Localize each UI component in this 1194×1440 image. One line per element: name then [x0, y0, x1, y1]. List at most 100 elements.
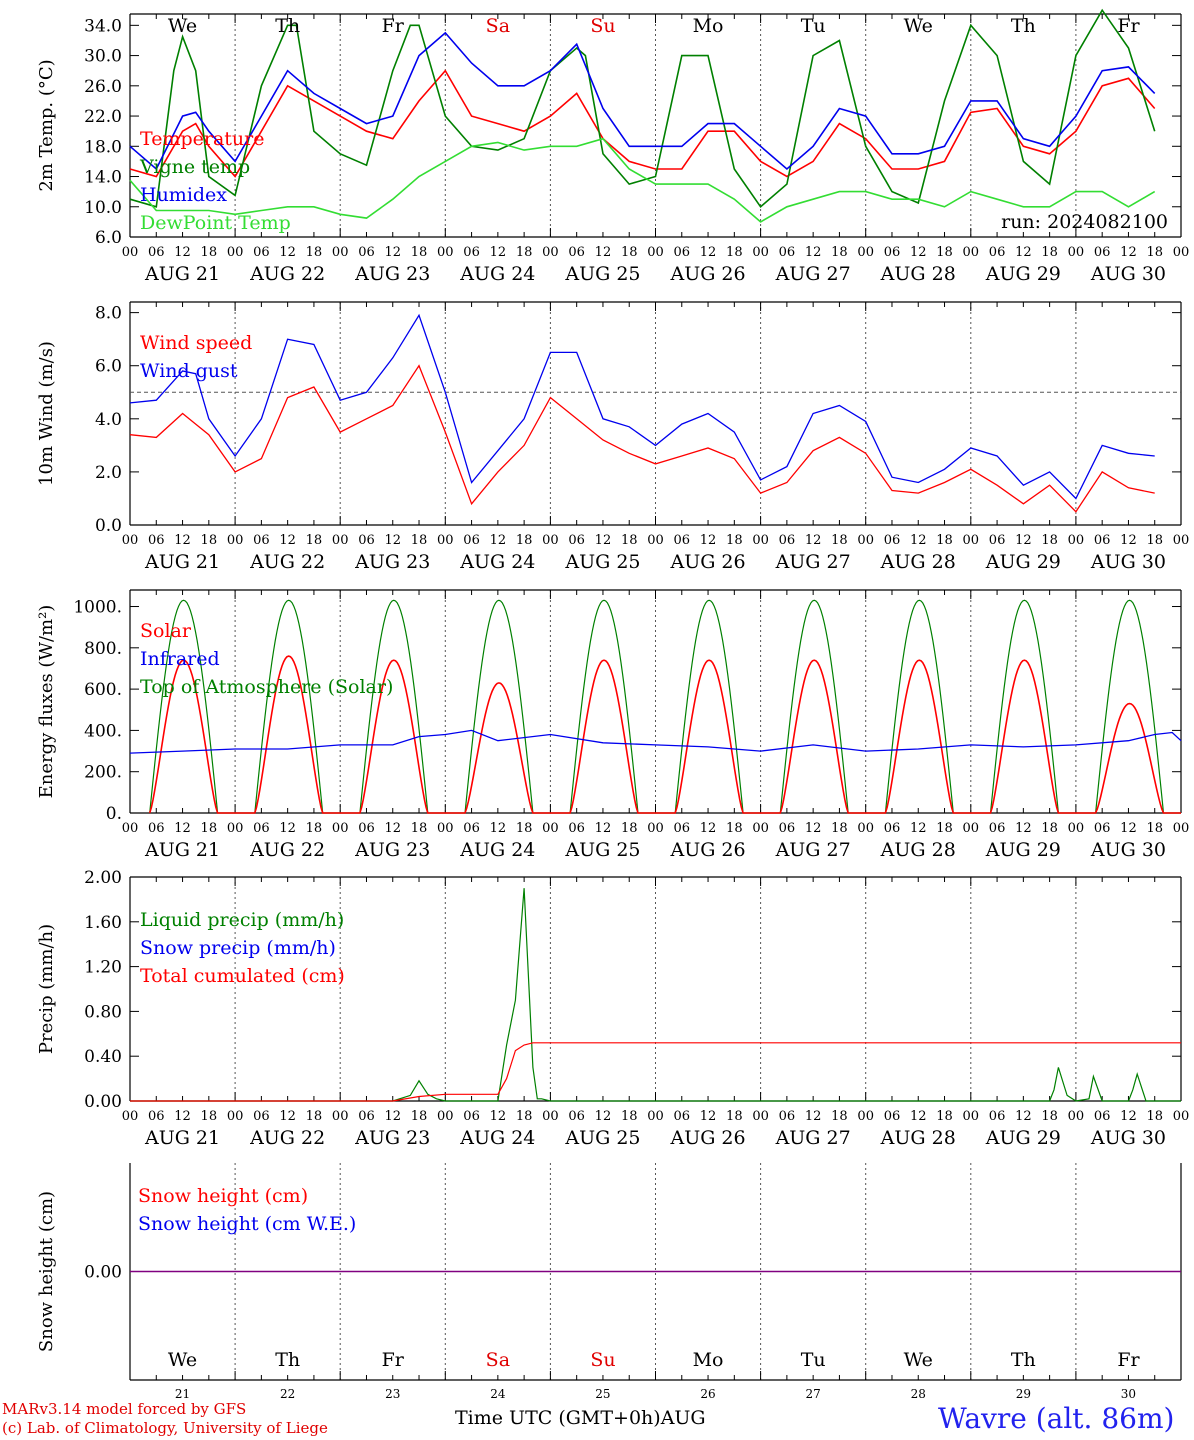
- hour-tick-label: 00: [332, 533, 349, 548]
- hour-tick-label: 06: [253, 1109, 270, 1124]
- series-dewpoint-temp: [129, 137, 1156, 223]
- hour-tick-label: 00: [857, 245, 874, 260]
- y-tick-label: 2.0: [95, 463, 122, 483]
- weekday-label-bottom: We: [904, 1349, 933, 1371]
- date-label: AUG 30: [1090, 263, 1166, 285]
- date-label: AUG 22: [249, 551, 325, 573]
- date-label: AUG 23: [354, 551, 430, 573]
- legend-entry: Liquid precip (mm/h): [140, 909, 344, 931]
- hour-tick-label: 12: [174, 245, 191, 260]
- hour-tick-label: 18: [936, 1109, 953, 1124]
- run-label: run: 2024082100: [1001, 211, 1168, 233]
- hour-tick-label: 18: [411, 245, 428, 260]
- hour-tick-label: 06: [989, 1109, 1006, 1124]
- credit-line: (c) Lab. of Climatology, University of L…: [2, 1419, 328, 1437]
- hour-tick-label: 00: [1173, 821, 1190, 836]
- hour-tick-label: 12: [805, 821, 822, 836]
- hour-tick-label: 00: [752, 533, 769, 548]
- y-tick-label: 0.00: [84, 1092, 122, 1112]
- hour-tick-label: 18: [831, 1109, 848, 1124]
- hour-tick-label: 18: [621, 533, 638, 548]
- hour-tick-label: 12: [805, 533, 822, 548]
- hour-tick-label: 06: [779, 533, 796, 548]
- legend-entry: Infrared: [140, 648, 220, 670]
- legend-entry: DewPoint Temp: [140, 212, 291, 234]
- y-tick-label: 4.0: [95, 410, 122, 430]
- hour-tick-label: 00: [857, 1109, 874, 1124]
- date-label: AUG 29: [985, 1127, 1061, 1149]
- hour-tick-label: 18: [411, 821, 428, 836]
- date-label: AUG 28: [880, 263, 956, 285]
- date-label: AUG 26: [669, 839, 745, 861]
- hour-tick-label: 18: [201, 821, 218, 836]
- weekday-label-bottom: Su: [590, 1349, 615, 1371]
- hour-tick-label: 06: [884, 245, 901, 260]
- date-label: AUG 25: [564, 1127, 640, 1149]
- day-number-label: 25: [595, 1387, 610, 1401]
- hour-tick-label: 12: [384, 1109, 401, 1124]
- hour-tick-label: 00: [122, 533, 139, 548]
- hour-tick-label: 18: [831, 245, 848, 260]
- hour-tick-label: 06: [358, 245, 375, 260]
- hour-tick-label: 00: [752, 821, 769, 836]
- hour-tick-label: 18: [936, 821, 953, 836]
- weekday-label-top: Fr: [382, 15, 405, 37]
- legend-entry: Wind speed: [140, 332, 252, 354]
- hour-tick-label: 00: [332, 1109, 349, 1124]
- hour-tick-label: 06: [779, 1109, 796, 1124]
- hour-tick-label: 06: [148, 245, 165, 260]
- date-label: AUG 21: [144, 263, 220, 285]
- series-liquid-precip-mm-h: [130, 888, 1181, 1102]
- y-tick-label: 1.20: [84, 958, 122, 978]
- hour-tick-label: 18: [1041, 533, 1058, 548]
- y-tick-label: 10.0: [84, 198, 122, 218]
- hour-tick-label: 06: [568, 245, 585, 260]
- hour-tick-label: 18: [306, 533, 323, 548]
- date-label: AUG 28: [880, 839, 956, 861]
- hour-tick-label: 12: [279, 1109, 296, 1124]
- weekday-label-bottom: Fr: [1117, 1349, 1140, 1371]
- series-humidex: [129, 31, 1156, 171]
- hour-tick-label: 18: [726, 533, 743, 548]
- y-tick-label: 30.0: [84, 47, 122, 67]
- hour-tick-label: 18: [306, 1109, 323, 1124]
- hour-tick-label: 12: [595, 245, 612, 260]
- hour-tick-label: 00: [332, 245, 349, 260]
- hour-tick-label: 06: [989, 821, 1006, 836]
- day-number-label: 23: [385, 1387, 400, 1401]
- y-tick-label: 0.80: [84, 1002, 122, 1022]
- model-credit: MARv3.14 model forced by GFS (c) Lab. of…: [2, 1400, 328, 1438]
- panel-snow: 0.00 Snow height (cm) Snow height (cm) Snow…: [36, 1163, 1182, 1381]
- hour-tick-label: 18: [1041, 821, 1058, 836]
- hour-tick-label: 12: [1120, 245, 1137, 260]
- hour-tick-label: 00: [963, 1109, 980, 1124]
- weekday-label-top: Tu: [801, 15, 826, 37]
- weekday-label-top: Th: [275, 15, 300, 37]
- date-label: AUG 27: [775, 263, 851, 285]
- hour-tick-label: 12: [910, 533, 927, 548]
- hour-tick-label: 06: [1094, 821, 1111, 836]
- day-number-label: 27: [806, 1387, 821, 1401]
- date-label: AUG 26: [669, 263, 745, 285]
- hour-tick-label: 00: [542, 533, 559, 548]
- hour-tick-label: 00: [647, 533, 664, 548]
- hour-tick-label: 00: [647, 245, 664, 260]
- date-label: AUG 24: [459, 1127, 535, 1149]
- date-label: AUG 24: [459, 839, 535, 861]
- hour-tick-label: 12: [279, 533, 296, 548]
- hour-tick-label: 18: [306, 821, 323, 836]
- series-wind-gust: [129, 313, 1155, 500]
- hour-tick-label: 18: [1041, 245, 1058, 260]
- hour-tick-label: 12: [1120, 1109, 1137, 1124]
- hour-tick-label: 00: [1068, 245, 1085, 260]
- date-label: AUG 23: [354, 1127, 430, 1149]
- hour-tick-label: 18: [936, 245, 953, 260]
- hour-tick-label: 00: [1173, 245, 1190, 260]
- hour-tick-label: 18: [726, 245, 743, 260]
- hour-tick-label: 12: [595, 533, 612, 548]
- hour-tick-label: 18: [516, 245, 533, 260]
- hour-tick-label: 06: [253, 245, 270, 260]
- hour-tick-label: 06: [884, 821, 901, 836]
- y-tick-label: 26.0: [84, 77, 122, 97]
- hour-tick-label: 12: [279, 821, 296, 836]
